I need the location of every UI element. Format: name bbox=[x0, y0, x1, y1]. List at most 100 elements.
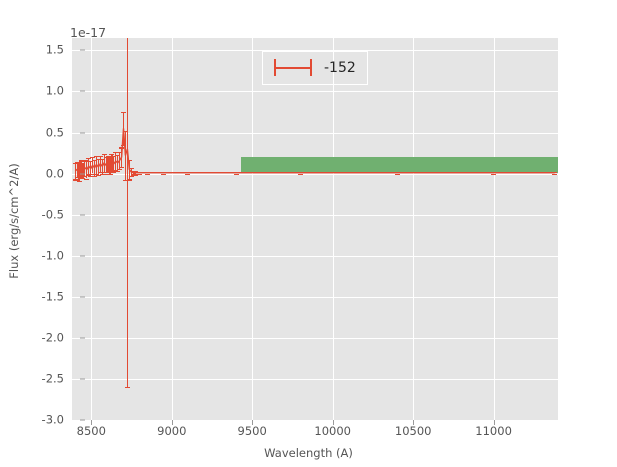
errorbar-whisker bbox=[90, 161, 92, 176]
y-tick-mark bbox=[80, 337, 85, 339]
errorbar-cap bbox=[117, 152, 123, 154]
errorbar-cap bbox=[119, 167, 125, 169]
errorbar-cap bbox=[491, 171, 497, 174]
errorbar-whisker bbox=[132, 171, 134, 175]
errorbar-cap bbox=[134, 173, 140, 175]
gridline-vertical bbox=[493, 38, 495, 420]
plot-area bbox=[72, 38, 558, 420]
errorbar-cap bbox=[128, 167, 134, 170]
legend[interactable]: -152 bbox=[262, 51, 368, 85]
gridline-horizontal bbox=[72, 296, 558, 298]
errorbar-cap bbox=[90, 173, 96, 175]
y-tick-mark bbox=[80, 378, 85, 380]
errorbar-cap bbox=[128, 176, 134, 178]
x-tick-mark bbox=[493, 420, 495, 425]
errorbar-whisker bbox=[115, 152, 117, 171]
errorbar-whisker bbox=[88, 157, 90, 175]
errorbar-whisker bbox=[117, 154, 119, 172]
errorbar-cap bbox=[92, 159, 97, 161]
y-axis-ticks: 1.5 1.0 0.5 0.0 -0.5 -1.0 -1.5 -2.0 -2.5 -3.0 bbox=[14, 0, 85, 467]
x-tick-label: 11000 bbox=[475, 424, 512, 438]
y-tick-label: 0.5 bbox=[45, 124, 64, 139]
errorbar-cap bbox=[95, 158, 101, 161]
errorbar-cap bbox=[132, 174, 138, 176]
y-tick-label: -3.0 bbox=[41, 412, 64, 427]
errorbar-cap bbox=[161, 173, 167, 175]
errorbar-cap bbox=[95, 175, 101, 177]
errorbar-cap bbox=[124, 387, 130, 389]
gridline-horizontal bbox=[72, 173, 558, 175]
errorbar-whisker bbox=[76, 162, 78, 177]
errorbar-cap bbox=[99, 173, 105, 175]
errorbar-cap bbox=[113, 170, 119, 172]
x-tick-mark bbox=[91, 420, 93, 425]
errorbar-cap bbox=[233, 173, 239, 175]
errorbar-cap bbox=[92, 176, 97, 178]
errorbar-cap bbox=[552, 173, 558, 175]
errorbar-cap bbox=[185, 171, 191, 174]
errorbar-whisker bbox=[101, 158, 103, 174]
errorbar-whisker bbox=[107, 155, 109, 172]
errorbar-cap bbox=[107, 173, 113, 175]
errorbar-cap bbox=[115, 171, 121, 173]
errorbar-whisker bbox=[82, 162, 84, 178]
gridline-horizontal bbox=[72, 91, 558, 93]
errorbar-cap bbox=[101, 153, 107, 156]
errorbar-cap bbox=[82, 159, 88, 161]
x-tick-label: 10500 bbox=[394, 424, 432, 438]
gridline-horizontal bbox=[72, 50, 558, 52]
errorbar-cap bbox=[88, 161, 94, 163]
errorbar-cap bbox=[76, 162, 82, 165]
errorbar-cap bbox=[137, 173, 143, 175]
errorbar-cap bbox=[74, 162, 80, 164]
y-tick-mark bbox=[80, 255, 85, 257]
y-tick-label: -2.0 bbox=[41, 330, 64, 345]
errorbar-cap bbox=[491, 173, 497, 175]
errorbar-cap bbox=[97, 171, 103, 174]
x-tick-label: 9000 bbox=[157, 424, 187, 438]
x-axis-label: Wavelength (A) bbox=[264, 446, 353, 460]
y-tick-label: 1.5 bbox=[45, 42, 64, 57]
errorbar-cap bbox=[394, 173, 400, 175]
errorbar-cap bbox=[97, 155, 103, 157]
errorbar-cap bbox=[103, 157, 109, 159]
errorbar-cap bbox=[121, 144, 126, 147]
errorbar-cap bbox=[122, 130, 128, 133]
y-tick-mark bbox=[80, 296, 85, 298]
errorbar-whisker bbox=[126, 38, 128, 388]
errorbar-whisker bbox=[122, 111, 125, 145]
errorbar-cap bbox=[119, 147, 125, 149]
y-tick-label: -0.5 bbox=[41, 206, 64, 221]
x-tick-label: 10000 bbox=[314, 424, 351, 438]
errorbar-cap bbox=[145, 173, 151, 175]
gridline-horizontal bbox=[72, 337, 558, 339]
gridline-vertical bbox=[252, 38, 254, 420]
errorbar-cap bbox=[111, 171, 117, 174]
x-tick-label: 8500 bbox=[76, 424, 106, 438]
errorbar-cap bbox=[82, 176, 88, 178]
errorbar-whisker bbox=[119, 152, 121, 169]
gridline-vertical bbox=[91, 38, 93, 420]
errorbar-cap bbox=[78, 176, 84, 179]
x-tick-mark bbox=[332, 420, 334, 425]
y-tick-label: 1.0 bbox=[45, 83, 64, 98]
errorbar-cap bbox=[134, 171, 140, 174]
errorbar-cap bbox=[86, 157, 92, 160]
errorbar-cap bbox=[394, 171, 400, 174]
errorbar-whisker bbox=[80, 160, 82, 177]
errorbar-cap bbox=[90, 157, 96, 159]
errorbar-whisker bbox=[99, 155, 101, 172]
errorbar-cap bbox=[109, 153, 115, 156]
x-tick-label: 9500 bbox=[237, 424, 267, 438]
errorbar-cap bbox=[121, 111, 126, 114]
series-line bbox=[74, 128, 555, 174]
errorbar-whisker bbox=[113, 155, 115, 172]
errorbar-cap bbox=[298, 173, 303, 175]
errorbar-whisker bbox=[124, 130, 127, 181]
errorbar-whisker bbox=[95, 155, 98, 174]
y-tick-mark bbox=[80, 214, 85, 216]
errorbar-cap bbox=[111, 155, 117, 157]
errorbar-whisker bbox=[128, 159, 130, 180]
x-tick-mark bbox=[252, 420, 254, 425]
